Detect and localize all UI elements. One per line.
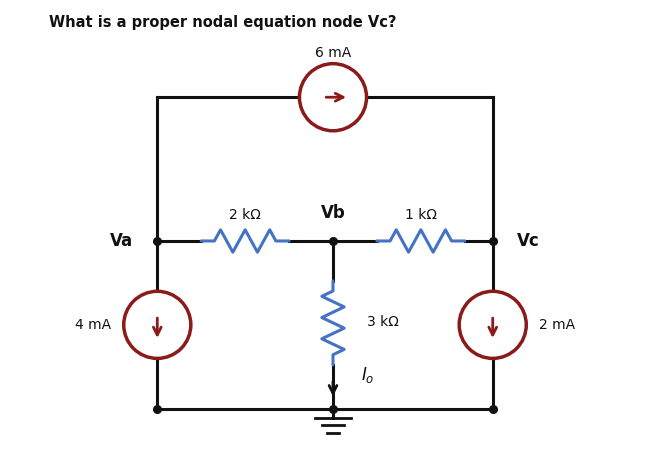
Text: Vb: Vb <box>320 204 345 222</box>
Text: Vc: Vc <box>517 232 540 250</box>
Text: 2 kΩ: 2 kΩ <box>229 208 261 222</box>
Text: 6 mA: 6 mA <box>315 46 351 60</box>
Text: Va: Va <box>110 232 133 250</box>
Text: 2 mA: 2 mA <box>538 318 574 332</box>
Text: 4 mA: 4 mA <box>75 318 111 332</box>
Text: 1 kΩ: 1 kΩ <box>405 208 437 222</box>
Text: $I_o$: $I_o$ <box>361 365 374 385</box>
Text: What is a proper nodal equation node Vc?: What is a proper nodal equation node Vc? <box>49 15 397 30</box>
Text: 3 kΩ: 3 kΩ <box>367 315 398 329</box>
